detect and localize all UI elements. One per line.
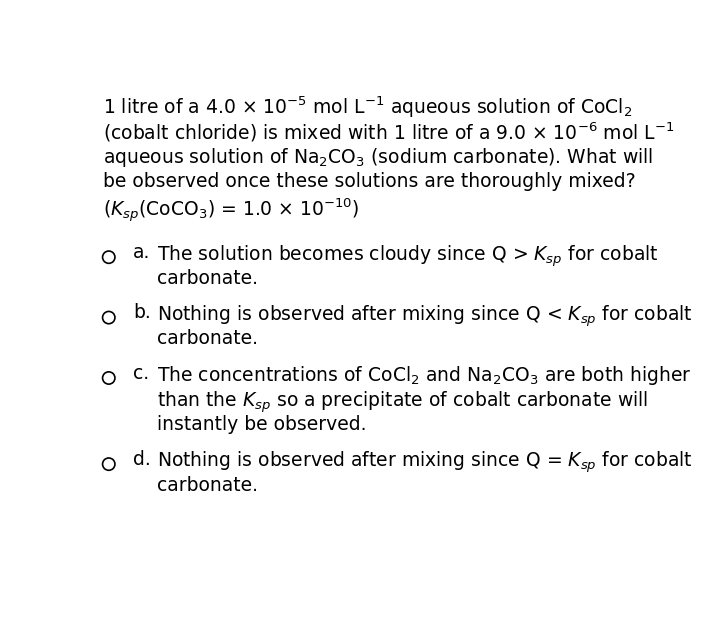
Text: Nothing is observed after mixing since Q = $\mathit{K}_{sp}$ for cobalt: Nothing is observed after mixing since Q… bbox=[157, 450, 693, 475]
Text: b.: b. bbox=[133, 303, 151, 322]
Text: carbonate.: carbonate. bbox=[157, 269, 258, 288]
Text: The solution becomes cloudy since Q > $\mathit{K}_{sp}$ for cobalt: The solution becomes cloudy since Q > $\… bbox=[157, 243, 658, 269]
Text: c.: c. bbox=[133, 364, 149, 383]
Text: 1 litre of a 4.0 $\times$ 10$^{-5}$ mol L$^{-1}$ aqueous solution of CoCl$_2$: 1 litre of a 4.0 $\times$ 10$^{-5}$ mol … bbox=[103, 95, 632, 120]
Text: be observed once these solutions are thoroughly mixed?: be observed once these solutions are tho… bbox=[103, 172, 636, 191]
Text: a.: a. bbox=[133, 243, 150, 262]
Text: (cobalt chloride) is mixed with 1 litre of a 9.0 $\times$ 10$^{-6}$ mol L$^{-1}$: (cobalt chloride) is mixed with 1 litre … bbox=[103, 120, 674, 144]
Text: instantly be observed.: instantly be observed. bbox=[157, 415, 367, 434]
Text: The concentrations of CoCl$_2$ and Na$_2$CO$_3$ are both higher: The concentrations of CoCl$_2$ and Na$_2… bbox=[157, 364, 692, 387]
Text: d.: d. bbox=[133, 450, 151, 469]
Text: carbonate.: carbonate. bbox=[157, 329, 258, 348]
Text: aqueous solution of Na$_2$CO$_3$ (sodium carbonate). What will: aqueous solution of Na$_2$CO$_3$ (sodium… bbox=[103, 146, 653, 169]
Text: Nothing is observed after mixing since Q < $\mathit{K}_{sp}$ for cobalt: Nothing is observed after mixing since Q… bbox=[157, 303, 693, 329]
Text: carbonate.: carbonate. bbox=[157, 476, 258, 494]
Text: than the $\mathit{K}_{sp}$ so a precipitate of cobalt carbonate will: than the $\mathit{K}_{sp}$ so a precipit… bbox=[157, 390, 648, 415]
Text: ($\mathit{K}_{sp}$(CoCO$_3$) = 1.0 $\times$ 10$^{-10}$): ($\mathit{K}_{sp}$(CoCO$_3$) = 1.0 $\tim… bbox=[103, 197, 359, 226]
